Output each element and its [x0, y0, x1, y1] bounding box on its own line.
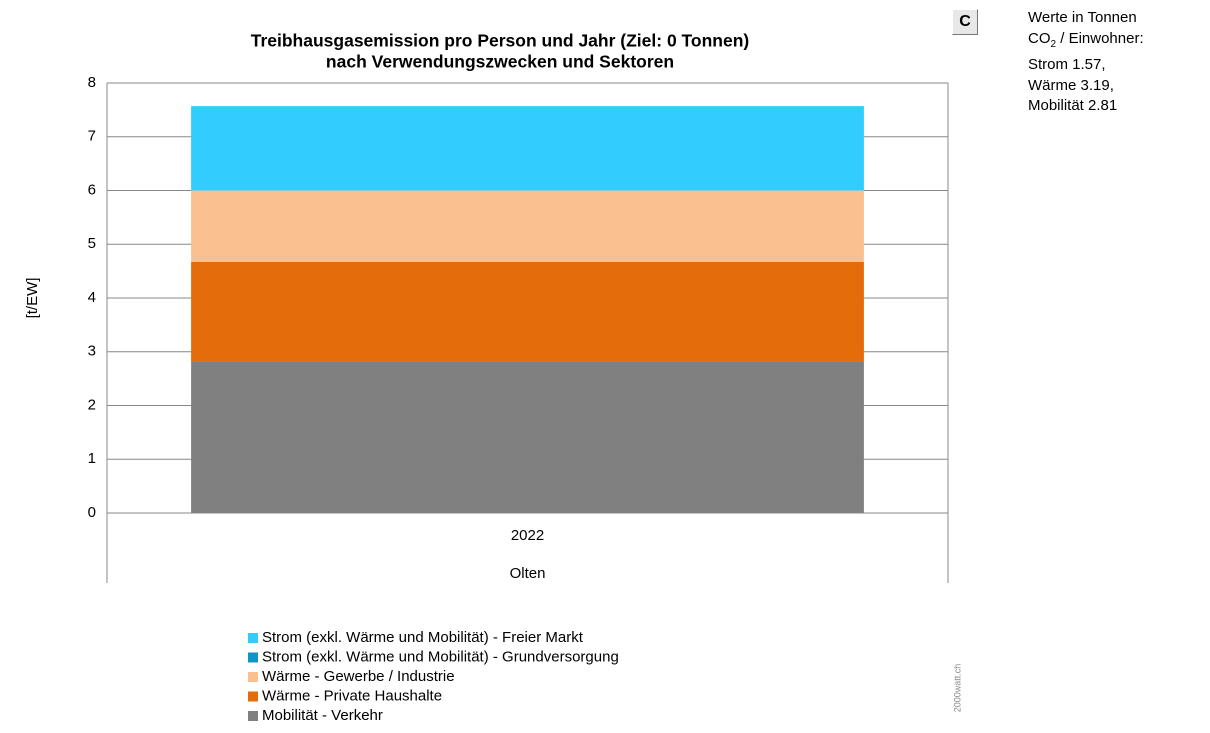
legend-swatch [248, 672, 258, 682]
y-tick-label: 7 [88, 128, 96, 145]
note-text: / Einwohner: [1056, 29, 1144, 47]
legend-swatch [248, 652, 258, 663]
note-sub: 2 [1050, 38, 1057, 50]
y-tick-label: 5 [88, 235, 96, 252]
x-tick-label: 2022 [511, 527, 544, 544]
y-axis-label: [t/EW] [24, 278, 41, 319]
legend-label: Mobilität - Verkehr [262, 707, 383, 724]
note-line: CO2 / Einwohner: [1028, 29, 1144, 56]
note: Werte in Tonnen CO2 / Einwohner: Strom 1… [1028, 8, 1144, 117]
legend-label: Strom (exkl. Wärme und Mobilität) - Grun… [262, 648, 619, 665]
legend-label: Strom (exkl. Wärme und Mobilität) - Frei… [262, 629, 584, 646]
y-tick-label: 8 [88, 74, 96, 91]
x-group-label: Olten [510, 565, 546, 582]
y-tick-label: 3 [88, 343, 96, 360]
y-tick-label: 4 [88, 289, 96, 306]
chart-title: Treibhausgasemission pro Person und Jahr… [251, 31, 750, 51]
y-tick-label: 0 [88, 504, 96, 521]
chart-title: nach Verwendungszwecken und Sektoren [326, 52, 674, 72]
bar-segment [191, 261, 864, 362]
note-line: Mobilität 2.81 [1028, 97, 1118, 114]
watermark: 2000watt.ch [952, 664, 962, 713]
legend-swatch [248, 711, 258, 721]
note-line: Wärme 3.19, [1028, 76, 1114, 94]
bar-segment [191, 106, 864, 191]
y-tick-label: 1 [88, 450, 96, 467]
legend-swatch [248, 691, 258, 702]
legend-label: Wärme - Private Haushalte [262, 687, 442, 704]
legend-label: Wärme - Gewerbe / Industrie [262, 668, 455, 685]
y-tick-label: 6 [88, 181, 96, 198]
note-text: CO [1028, 29, 1051, 47]
bar-segment [191, 190, 864, 262]
legend-swatch [248, 633, 258, 643]
button[interactable]: C [952, 9, 978, 35]
note-line: Werte in Tonnen [1028, 9, 1137, 26]
note-line: Strom 1.57, [1028, 56, 1106, 73]
y-tick-label: 2 [88, 396, 96, 413]
bar-segment [191, 361, 864, 513]
